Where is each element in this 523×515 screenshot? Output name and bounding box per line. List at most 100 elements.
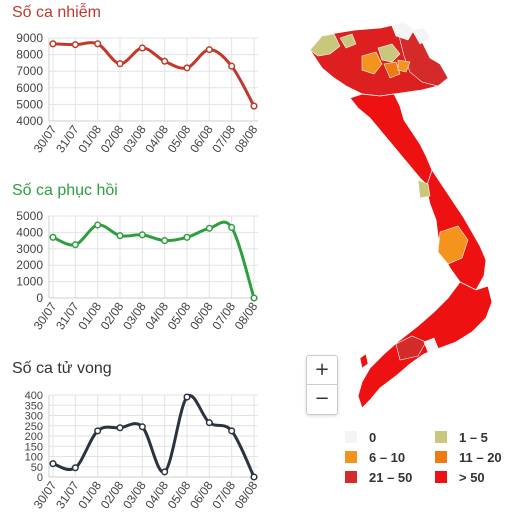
vietnam-map[interactable] [300,20,515,420]
legend-label: 0 [369,429,377,445]
recoveries-chart: 0 1000 2000 3000 4000 5000 30/0731/0701/0802/0… [16,209,260,332]
legend-item-5: > 50 [435,468,485,486]
data-point[interactable] [138,44,146,52]
legend-label: > 50 [459,469,485,485]
x-tick-label: 31/07 [53,478,82,511]
x-tick-label: 05/08 [165,299,194,332]
x-tick-label: 04/08 [142,122,171,155]
map-region-zero-2 [411,27,431,45]
data-point[interactable] [250,473,258,481]
map-zoom-control: + − [306,355,338,415]
legend-swatch [435,471,447,483]
data-point[interactable] [94,427,102,435]
legend-label: 21 – 50 [369,469,413,485]
legend-label: 11 – 20 [459,449,502,465]
x-tick-label: 01/08 [75,299,104,332]
y-tick-label: 150 [25,441,43,453]
x-tick-label: 30/07 [31,478,60,511]
data-point[interactable] [71,41,79,49]
series-line [52,220,256,299]
x-tick-label: 31/07 [53,122,82,155]
legend-item-1: 1 – 5 [435,428,488,446]
y-tick-label: 7000 [16,64,43,78]
x-tick-label: 02/08 [98,122,127,155]
chart-title-deaths: Số ca tử vong [12,360,112,377]
data-point[interactable] [228,427,236,435]
data-point[interactable] [205,46,213,54]
legend-swatch [345,471,357,483]
data-point[interactable] [161,468,169,476]
x-tick-label: 01/08 [75,122,104,155]
data-point[interactable] [183,233,191,241]
data-point[interactable] [183,64,191,72]
y-tick-label: 3000 [16,242,43,256]
y-tick-label: 6000 [16,81,43,95]
data-point[interactable] [49,460,57,468]
x-tick-label: 07/08 [209,478,238,511]
map-island-phu-quoc [359,353,369,369]
data-point[interactable] [116,60,124,68]
data-point[interactable] [205,419,213,427]
x-tick-label: 04/08 [142,478,171,511]
y-tick-label: 350 [25,400,43,412]
data-point[interactable] [94,221,102,229]
data-point[interactable] [138,231,146,239]
map-region-mid-2 [383,61,401,79]
data-point[interactable] [205,224,213,232]
data-point[interactable] [228,62,236,70]
x-tick-label: 03/08 [120,478,149,511]
chart-title-recoveries: Số ca phục hồi [12,182,118,199]
y-tick-label: 50 [31,462,43,474]
x-tick-label: 03/08 [120,299,149,332]
vietnam-map-svg [309,21,493,409]
x-tick-label: 06/08 [187,122,216,155]
data-point[interactable] [183,393,191,401]
x-tick-label: 08/08 [232,122,261,155]
data-point[interactable] [228,223,236,232]
data-point[interactable] [49,233,57,241]
map-region-central-low [417,179,431,199]
data-point[interactable] [138,423,146,431]
x-tick-label: 06/08 [187,299,216,332]
y-tick-label: 5000 [16,209,43,223]
x-tick-label: 01/08 [75,478,104,511]
map-region-mid-3 [397,59,411,73]
data-point[interactable] [161,237,169,245]
data-point[interactable] [49,40,57,48]
data-point[interactable] [116,424,124,432]
x-tick-label: 31/07 [53,299,82,332]
data-point[interactable] [116,232,124,240]
data-point[interactable] [250,294,258,302]
infections-chart: 40005000600070008000900030/0731/0701/080… [16,31,261,155]
x-tick-label: 05/08 [165,478,194,511]
data-point[interactable] [71,241,79,249]
y-tick-label: 0 [36,291,43,305]
y-tick-label: 250 [25,421,43,433]
x-tick-label: 03/08 [120,122,149,155]
legend-label: 6 – 10 [369,449,406,465]
series-line [52,41,256,107]
legend-swatch [345,431,357,443]
chart-title-infections: Số ca nhiễm [12,4,101,21]
zoom-out-button[interactable]: − [307,384,337,413]
data-point[interactable] [71,464,79,472]
zoom-in-button[interactable]: + [314,359,330,380]
y-tick-label: 200 [25,431,43,443]
x-tick-label: 06/08 [187,478,216,511]
legend-item-4: 21 – 50 [345,468,412,486]
data-point[interactable] [161,57,169,65]
x-tick-label: 30/07 [31,299,60,332]
map-region-low-3 [377,43,401,63]
legend-swatch [435,431,447,443]
y-tick-label: 400 [25,390,43,402]
x-tick-label: 08/08 [232,478,261,511]
data-point[interactable] [94,40,102,48]
y-tick-label: 300 [25,411,43,423]
legend-item-3: 11 – 20 [435,448,502,466]
y-tick-label: 4000 [16,114,43,128]
legend-swatch [345,451,357,463]
y-tick-label: 1000 [16,275,43,289]
map-region-low-2 [339,33,357,49]
data-point[interactable] [250,102,258,110]
series-line [52,394,256,478]
